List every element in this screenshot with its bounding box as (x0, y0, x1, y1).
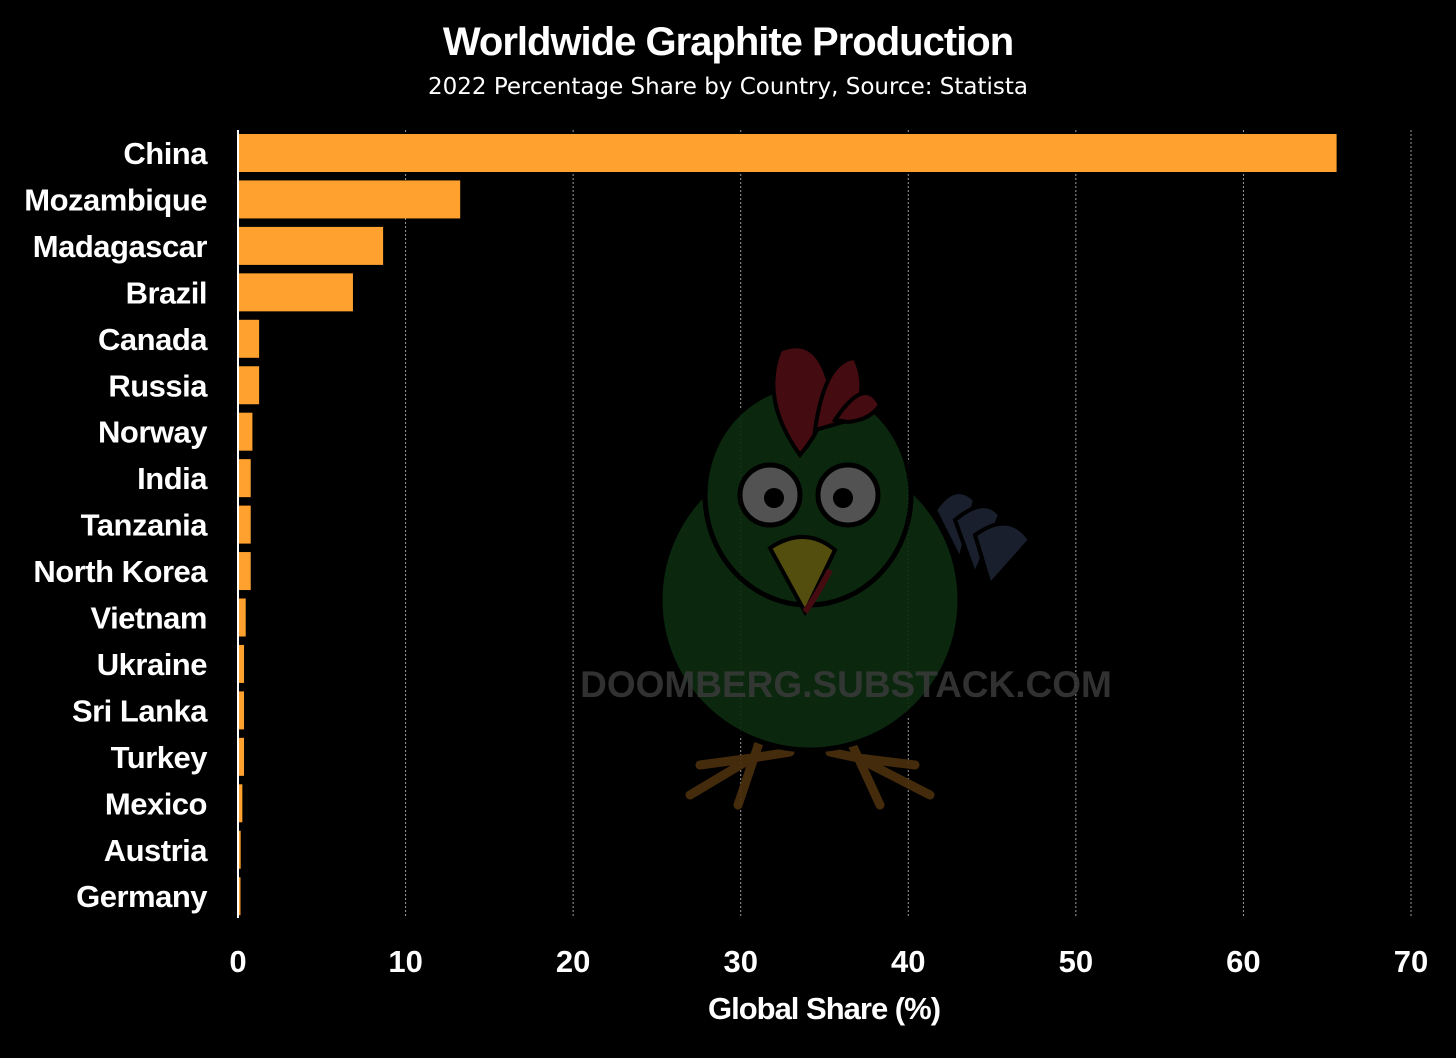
category-label: Russia (108, 368, 208, 403)
watermark-text: DOOMBERG.SUBSTACK.COM (580, 664, 1112, 705)
category-label: Mexico (105, 786, 207, 821)
x-tick-label: 60 (1226, 944, 1260, 979)
x-tick-label: 0 (229, 944, 246, 979)
bar (239, 644, 245, 683)
bars-layer (239, 134, 1337, 916)
category-label: China (123, 136, 208, 171)
category-label: Turkey (111, 740, 209, 775)
bar (239, 180, 461, 219)
category-label: Canada (98, 322, 208, 357)
category-label: India (137, 461, 208, 496)
category-label: Austria (104, 833, 209, 868)
bar (239, 134, 1337, 172)
bar (239, 830, 241, 869)
chicken-mascot-logo (657, 344, 1033, 810)
bar (239, 598, 246, 637)
category-label: Brazil (126, 275, 207, 310)
category-label: Madagascar (33, 229, 208, 264)
category-label: Ukraine (97, 647, 207, 682)
bar (239, 459, 251, 498)
category-label: Sri Lanka (72, 693, 208, 728)
bar (239, 319, 260, 358)
x-tick-label: 50 (1059, 944, 1093, 979)
bar (239, 877, 241, 916)
chart-subtitle: 2022 Percentage Share by Country, Source… (428, 74, 1028, 100)
x-tick-label: 20 (556, 944, 590, 979)
bar (239, 366, 260, 405)
bar (239, 691, 245, 730)
category-label: Germany (76, 879, 208, 914)
bar (239, 784, 243, 823)
category-label: Tanzania (81, 508, 209, 543)
chart-title: Worldwide Graphite Production (443, 20, 1013, 64)
x-tick-labels: 0 10 20 30 40 50 60 70 (229, 944, 1428, 979)
category-label: Mozambique (24, 182, 207, 217)
category-label: Vietnam (90, 601, 207, 636)
bar (239, 226, 384, 265)
x-tick-label: 40 (891, 944, 925, 979)
x-tick-label: 70 (1394, 944, 1428, 979)
category-label: Norway (98, 415, 208, 450)
bar (239, 412, 253, 451)
x-axis-title: Global Share (%) (708, 991, 940, 1026)
bar (239, 273, 353, 312)
x-tick-label: 30 (723, 944, 757, 979)
bar (239, 552, 251, 591)
category-label: North Korea (33, 554, 208, 589)
category-labels: China Mozambique Madagascar Brazil Canada Rus… (24, 136, 208, 914)
x-tick-label: 10 (388, 944, 422, 979)
bar (239, 737, 245, 776)
bar (239, 505, 251, 544)
